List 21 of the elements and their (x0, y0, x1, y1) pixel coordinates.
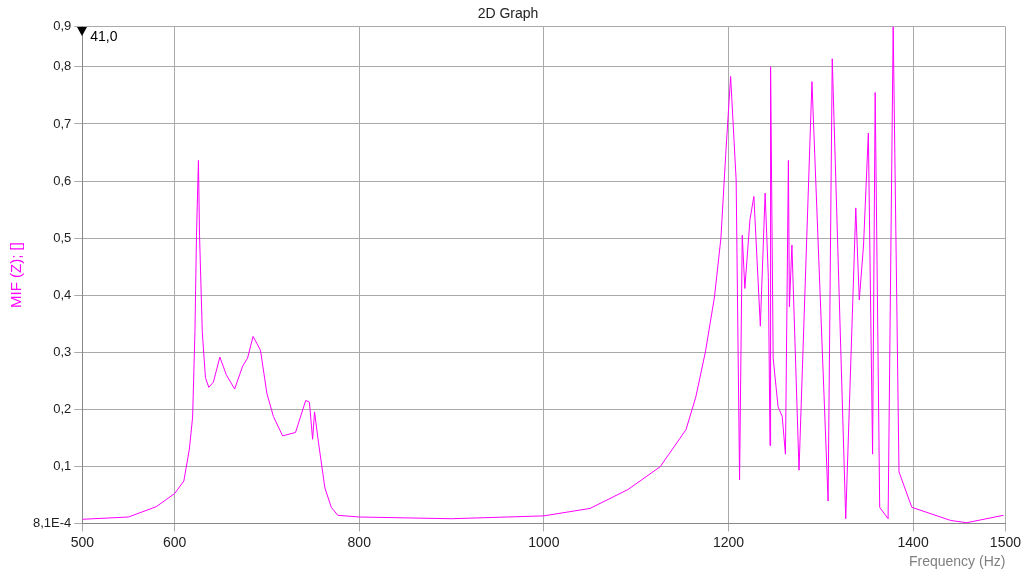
annotation: 41,0 (90, 27, 118, 44)
x-tick-label: 1400 (897, 533, 929, 550)
y-tick-label: 0,6 (53, 172, 72, 188)
x-tick-label: 1200 (712, 533, 745, 550)
x-tick-label: 500 (70, 533, 95, 550)
y-tick-label: 0,1 (53, 458, 72, 474)
y-tick-label: 0,4 (53, 286, 72, 302)
x-tick-label: 800 (347, 533, 372, 550)
x-tick-label: 600 (162, 533, 187, 550)
x-tick-label: 1500 (989, 533, 1022, 550)
y-tick-label: 8,1E-4 (32, 514, 72, 530)
chart-title: 2D Graph (477, 5, 539, 22)
x-axis-title: Frequency (Hz) (908, 553, 1006, 570)
y-tick-label: 0,8 (53, 58, 72, 74)
y-tick-label: 0,2 (53, 401, 72, 417)
y-tick-label: 0,5 (53, 229, 72, 245)
y-tick-label: 0,7 (53, 115, 72, 131)
y-axis-title: MIF (Z); [] (7, 242, 25, 309)
x-tick-label: 1000 (528, 533, 560, 550)
y-tick-label: 0,9 (53, 18, 72, 34)
y-tick-label: 0,3 (53, 344, 72, 360)
